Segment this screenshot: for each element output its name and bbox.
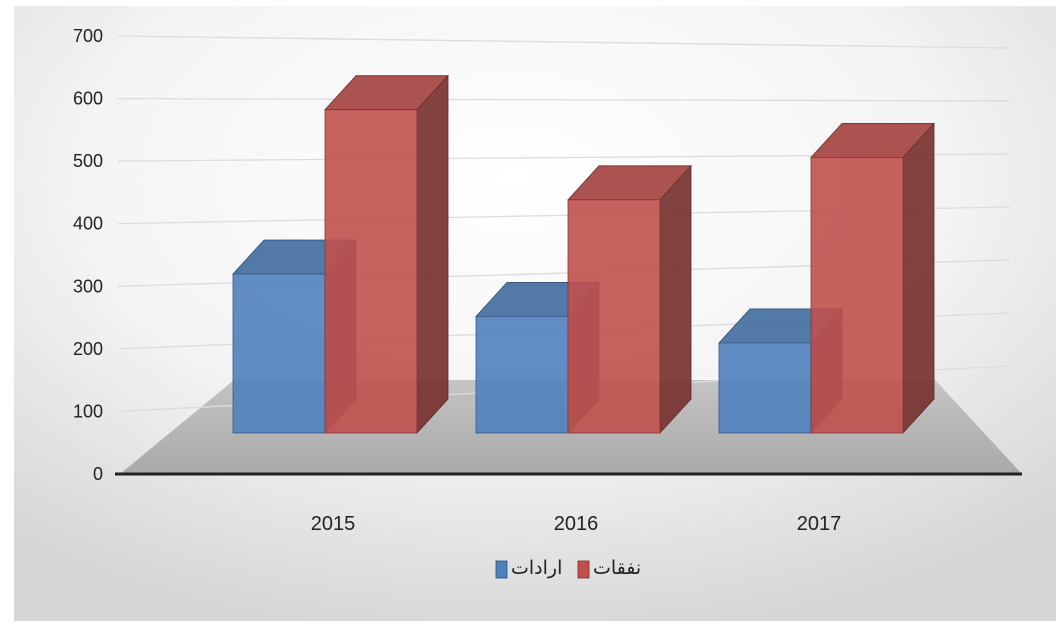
y-tick-label-400: 400: [73, 214, 103, 234]
bar-2015-series-2: [324, 74, 449, 435]
bar-2016-series-2: [567, 164, 692, 435]
x-tick-label-2017: 2017: [797, 513, 842, 535]
bar-2017-series-2: [810, 122, 935, 435]
bar-front: [475, 315, 569, 434]
legend-label-series-2: نفقات: [593, 558, 641, 579]
bar-side: [416, 74, 449, 435]
bar-front: [324, 109, 418, 434]
y-tick-label-600: 600: [73, 89, 103, 109]
bar-front: [718, 342, 812, 434]
y-tick-label-700: 700: [73, 26, 103, 46]
y-axis-ticks: 0 100 200 300 400 500 600 700: [73, 26, 103, 484]
x-tick-label-2015: 2015: [311, 513, 356, 535]
x-tick-label-2016: 2016: [554, 513, 599, 535]
legend-swatch-series-2: [577, 560, 590, 579]
bar-front: [810, 156, 904, 434]
y-tick-label-500: 500: [73, 151, 103, 171]
y-tick-label-300: 300: [73, 276, 103, 296]
legend-label-series-1: ارادات: [511, 558, 562, 579]
bars: [232, 74, 935, 435]
legend: ارادات نفقات: [495, 558, 641, 579]
bar-front: [232, 273, 326, 434]
bar-side: [659, 164, 692, 435]
y-tick-label-100: 100: [73, 401, 103, 421]
bar-side: [902, 122, 935, 435]
legend-swatch-series-1: [495, 560, 508, 579]
bar-front: [567, 199, 661, 434]
gridline-600: [117, 97, 1011, 102]
y-tick-label-200: 200: [73, 339, 103, 359]
x-axis-ticks: 2015 2016 2017: [311, 513, 842, 535]
gridline-700: [117, 35, 1011, 49]
y-tick-label-0: 0: [93, 464, 103, 484]
